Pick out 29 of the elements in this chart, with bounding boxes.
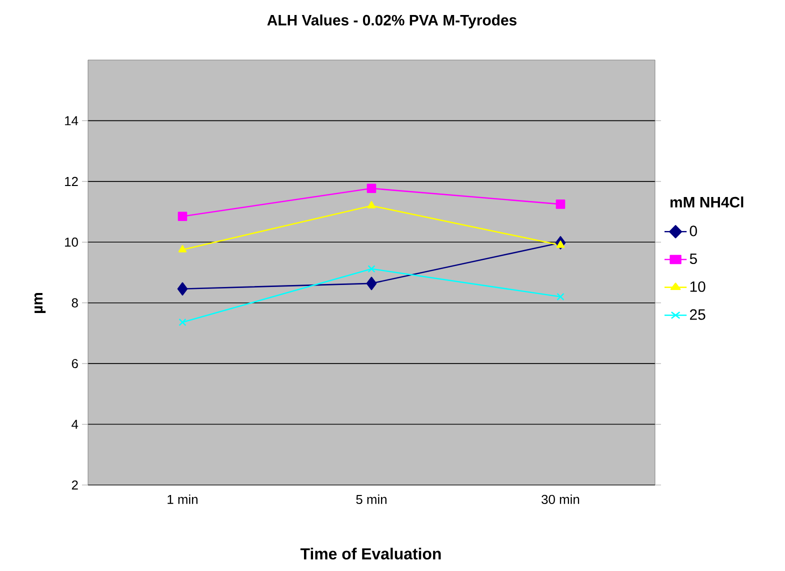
point bbox=[367, 201, 376, 208]
point bbox=[178, 318, 186, 326]
y-tick-label: 4 bbox=[72, 420, 78, 429]
chart-title: ALH Values - 0.02% PVA M-Tyrodes bbox=[267, 14, 516, 28]
point bbox=[178, 212, 188, 221]
point bbox=[178, 245, 187, 252]
y-tick-label: 14 bbox=[65, 116, 78, 126]
point bbox=[177, 282, 188, 296]
legend-label: 0 bbox=[690, 226, 697, 236]
x-tick-label: 5 min bbox=[356, 494, 386, 504]
x-tick-label: 1 min bbox=[168, 494, 198, 504]
y-tick-label: 10 bbox=[65, 238, 78, 247]
y-tick-label: 8 bbox=[72, 298, 78, 308]
legend-label: 10 bbox=[690, 281, 706, 292]
x-tick-label: 30 min bbox=[542, 494, 580, 504]
point bbox=[366, 276, 377, 290]
x-axis-title: Time of Evaluation bbox=[300, 548, 441, 560]
point bbox=[556, 292, 564, 301]
y-axis-title: µm bbox=[34, 292, 46, 313]
point bbox=[366, 184, 376, 194]
point bbox=[556, 200, 566, 209]
point bbox=[368, 265, 376, 273]
legend-label: 25 bbox=[690, 309, 706, 320]
point bbox=[556, 240, 565, 248]
legend-label: 5 bbox=[690, 254, 697, 264]
y-tick-label: 2 bbox=[72, 480, 78, 490]
y-tick-label: 6 bbox=[72, 358, 78, 368]
y-tick-label: 12 bbox=[65, 176, 78, 186]
legend-title: mM NH4Cl bbox=[670, 196, 744, 208]
